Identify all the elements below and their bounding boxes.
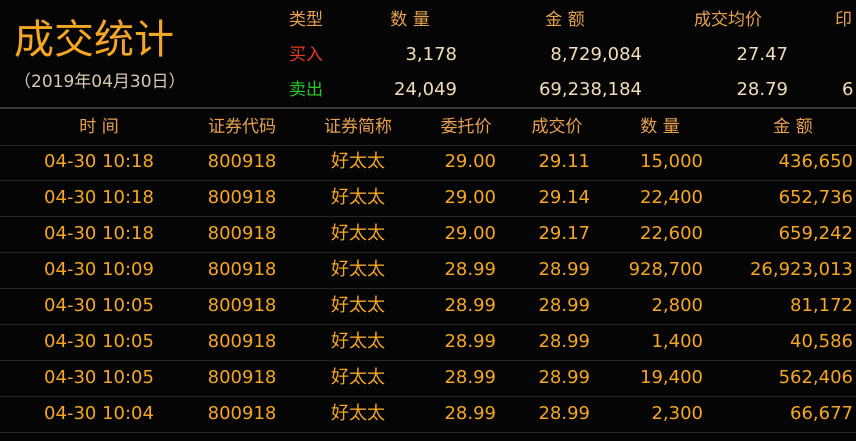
row-divider (0, 432, 856, 433)
amount: 659,242 (778, 223, 853, 244)
order-price: 29.00 (444, 151, 496, 172)
order-price: 29.00 (444, 187, 496, 208)
summary-value: 8,729,084 (550, 44, 642, 65)
stock-code: 800918 (207, 331, 277, 352)
column-header: 金 额 (773, 117, 813, 137)
stock-name: 好太太 (331, 151, 385, 172)
order-price: 28.99 (444, 403, 496, 424)
time: 04-30 10:05 (44, 367, 154, 388)
stock-code: 800918 (207, 259, 277, 280)
order-price: 28.99 (444, 331, 496, 352)
stock-name: 好太太 (331, 295, 385, 316)
amount: 562,406 (778, 367, 853, 388)
stock-name: 好太太 (331, 259, 385, 280)
time: 04-30 10:04 (44, 403, 154, 424)
order-price: 29.00 (444, 223, 496, 244)
row-divider (0, 324, 856, 325)
column-header: 证券代码 (208, 117, 276, 137)
summary-value: 69,238,184 (538, 79, 642, 100)
time: 04-30 10:18 (44, 187, 154, 208)
stock-code: 800918 (207, 223, 277, 244)
summary-value: 3,178 (405, 44, 457, 65)
deal-price: 29.11 (538, 151, 590, 172)
summary-value: 28.79 (736, 79, 788, 100)
deal-price: 28.99 (538, 331, 590, 352)
stock-name: 好太太 (331, 223, 385, 244)
summary-header: 类型 (289, 10, 323, 30)
deal-price: 29.17 (538, 223, 590, 244)
column-header: 委托价 (440, 117, 492, 137)
summary-header: 印 (835, 10, 852, 30)
stock-code: 800918 (207, 151, 277, 172)
column-header: 成交价 (531, 117, 583, 137)
column-header: 时 间 (79, 117, 119, 137)
column-header: 证券简称 (324, 117, 392, 137)
summary-value: 24,049 (394, 79, 457, 100)
row-divider (0, 216, 856, 217)
quantity: 928,700 (628, 259, 703, 280)
quantity: 2,300 (651, 403, 703, 424)
title: 成交统计 (14, 17, 174, 63)
summary-header: 数 量 (390, 10, 430, 30)
amount: 81,172 (790, 295, 853, 316)
amount: 26,923,013 (749, 259, 853, 280)
summary-value: 27.47 (736, 44, 788, 65)
row-divider (0, 396, 856, 397)
row-divider (0, 288, 856, 289)
stock-name: 好太太 (331, 187, 385, 208)
order-price: 28.99 (444, 295, 496, 316)
stock-code: 800918 (207, 187, 277, 208)
quantity: 1,400 (651, 331, 703, 352)
order-price: 28.99 (444, 367, 496, 388)
row-divider (0, 360, 856, 361)
time: 04-30 10:09 (44, 259, 154, 280)
time: 04-30 10:18 (44, 151, 154, 172)
row-divider (0, 145, 856, 146)
row-divider (0, 252, 856, 253)
stock-code: 800918 (207, 295, 277, 316)
time: 04-30 10:05 (44, 295, 154, 316)
summary-header: 成交均价 (694, 10, 762, 30)
deal-price: 28.99 (538, 259, 590, 280)
stock-name: 好太太 (331, 367, 385, 388)
date: （2019年04月30日） (14, 72, 186, 92)
amount: 436,650 (778, 151, 853, 172)
time: 04-30 10:18 (44, 223, 154, 244)
quantity: 2,800 (651, 295, 703, 316)
trade-type: 买入 (289, 45, 323, 65)
trade-type: 卖出 (289, 80, 323, 100)
summary-value: 6 (842, 79, 854, 100)
stock-code: 800918 (207, 403, 277, 424)
column-header: 数 量 (640, 117, 680, 137)
deal-price: 29.14 (538, 187, 590, 208)
quantity: 19,400 (640, 367, 703, 388)
stock-code: 800918 (207, 367, 277, 388)
amount: 66,677 (790, 403, 853, 424)
row-divider (0, 180, 856, 181)
summary-header: 金 额 (545, 10, 585, 30)
time: 04-30 10:05 (44, 331, 154, 352)
amount: 40,586 (790, 331, 853, 352)
deal-price: 28.99 (538, 367, 590, 388)
deal-price: 28.99 (538, 295, 590, 316)
order-price: 28.99 (444, 259, 496, 280)
amount: 652,736 (778, 187, 853, 208)
stock-name: 好太太 (331, 403, 385, 424)
separator (0, 107, 856, 109)
stock-name: 好太太 (331, 331, 385, 352)
quantity: 15,000 (640, 151, 703, 172)
quantity: 22,400 (640, 187, 703, 208)
quantity: 22,600 (640, 223, 703, 244)
deal-price: 28.99 (538, 403, 590, 424)
